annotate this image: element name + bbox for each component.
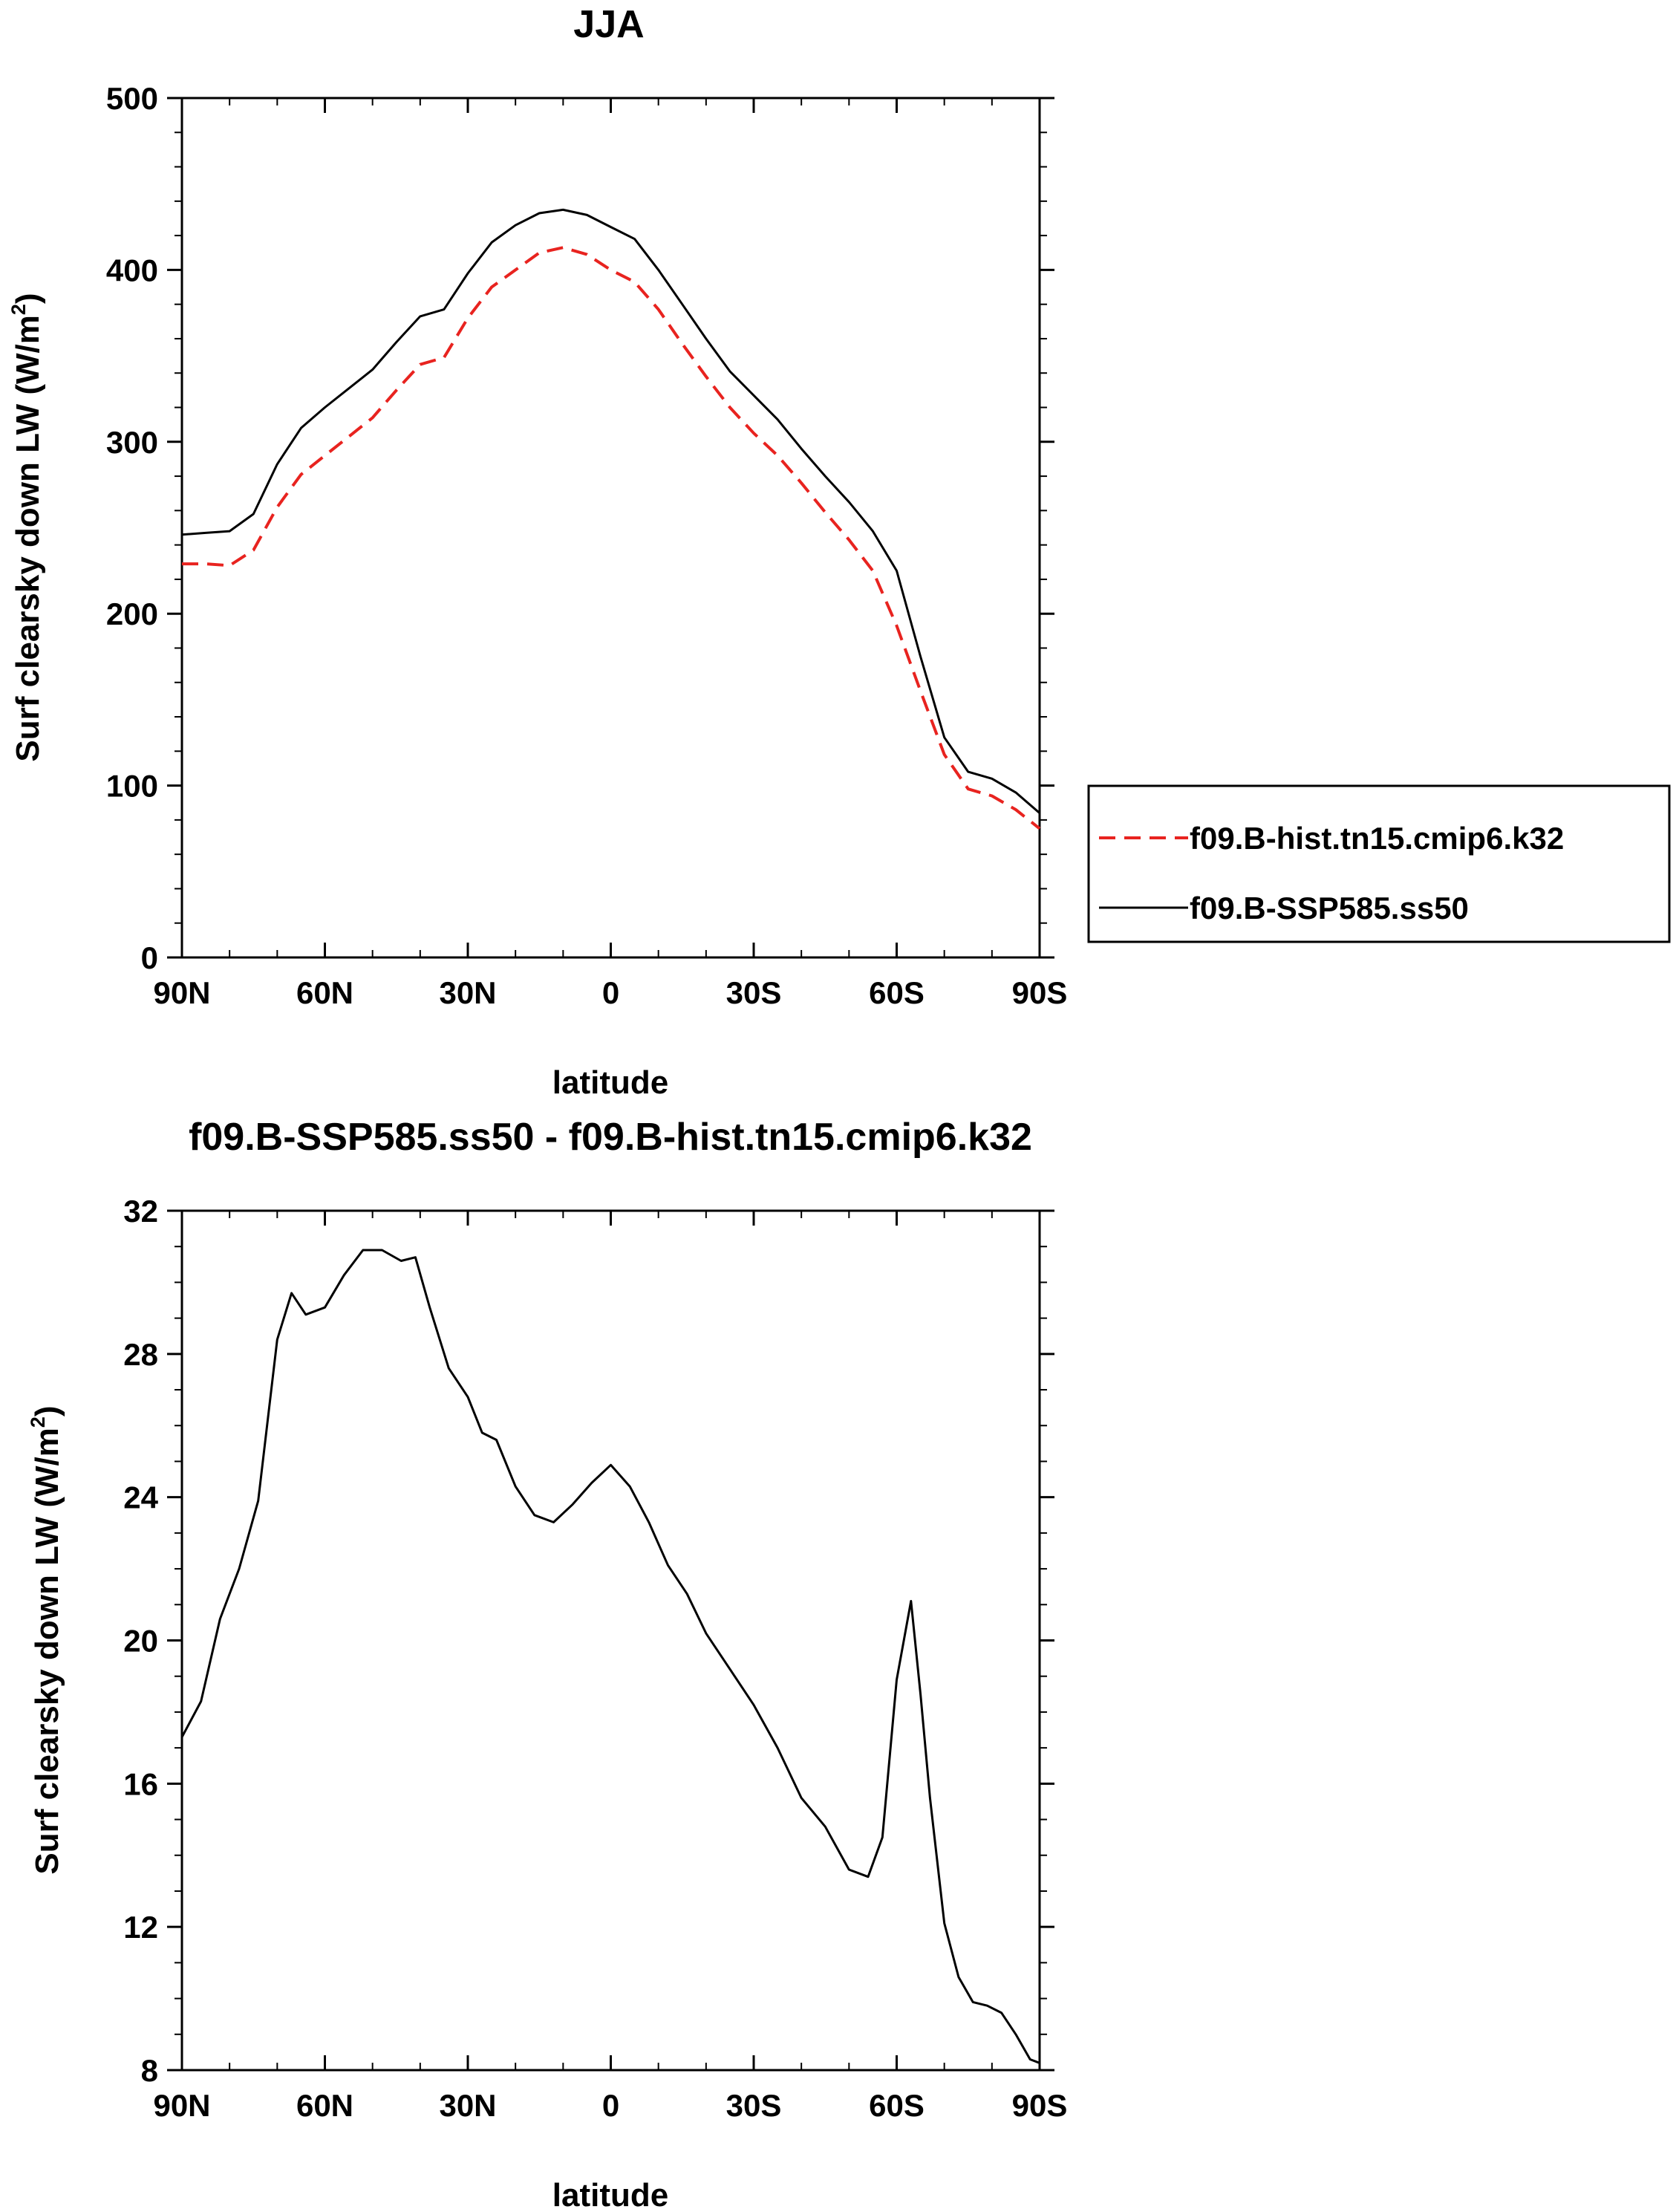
top-chart-title: JJA <box>573 3 644 46</box>
top-y-axis-label-end: ) <box>10 293 46 304</box>
x-tick-label: 60S <box>869 975 925 1010</box>
legend: f09.B-hist.tn15.cmip6.k32 f09.B-SSP585.s… <box>1087 784 1671 943</box>
x-tick-label: 30S <box>726 975 782 1010</box>
bot-series-line-0 <box>180 1249 1040 2064</box>
y-tick-label: 16 <box>123 1766 158 1801</box>
x-tick-label: 90N <box>153 2088 210 2123</box>
y-tick-label: 500 <box>106 81 158 116</box>
x-tick-label: 0 <box>602 2088 619 2123</box>
y-tick-label: 24 <box>123 1480 158 1515</box>
bottom-tick-labels: 90N 60N 30N 0 30S 60S 90S 8 12 16 20 24 28 32 <box>123 1194 1067 2123</box>
x-tick-label: 60S <box>869 2088 925 2123</box>
top-y-axis-label: Surf clearsky down LW (W/m2) <box>7 293 46 761</box>
bottom-plot-frame <box>180 1209 1041 2072</box>
bottom-y-axis-label-main: Surf clearsky down LW (W/m <box>29 1428 65 1874</box>
y-tick-label: 28 <box>123 1337 158 1372</box>
x-tick-label: 30S <box>726 2088 782 2123</box>
bottom-ticks <box>167 1209 1054 2072</box>
legend-box <box>1087 784 1671 943</box>
bottom-chart-title: f09.B-SSP585.ss50 - f09.B-hist.tn15.cmip… <box>189 1116 1032 1159</box>
top-ticks <box>167 97 1054 959</box>
top-series-line-1 <box>181 208 1040 814</box>
y-tick-label: 200 <box>106 596 158 631</box>
top-panel: JJA 90N 60N 30N 0 30S 60S 90S0100200300400500 … <box>7 3 1671 1101</box>
y-tick-label: 100 <box>106 769 158 804</box>
x-tick-label: 30N <box>439 2088 496 2123</box>
bottom-series-lines <box>180 1249 1040 2064</box>
top-y-axis-label-sup: 2 <box>7 304 30 315</box>
y-tick-label: 400 <box>106 253 158 287</box>
legend-label-ssp: f09.B-SSP585.ss50 <box>1190 891 1469 926</box>
x-tick-label: 60N <box>296 975 353 1010</box>
bottom-y-axis-label: Surf clearsky down LW (W/m2) <box>27 1405 65 1874</box>
x-tick-label: 60N <box>296 2088 353 2123</box>
bottom-y-axis-label-sup: 2 <box>27 1416 49 1428</box>
y-tick-label: 12 <box>123 1910 158 1945</box>
y-tick-label: 0 <box>141 940 158 975</box>
top-y-axis-label-main: Surf clearsky down LW (W/m <box>10 315 46 761</box>
x-tick-label: 90S <box>1012 975 1068 1010</box>
bottom-y-axis-label-end: ) <box>29 1405 65 1416</box>
top-x-axis-label: latitude <box>552 1064 668 1101</box>
x-tick-label: 0 <box>602 975 619 1010</box>
x-tick-label: 90S <box>1012 2088 1068 2123</box>
top-series-line-0 <box>182 246 1041 830</box>
top-tick-labels: 90N 60N 30N 0 30S 60S 90S 0 100 200 300 400 500 <box>106 81 1067 1010</box>
bottom-x-axis-label: latitude <box>552 2177 668 2212</box>
bottom-panel: f09.B-SSP585.ss50 - f09.B-hist.tn15.cmip… <box>27 1116 1067 2212</box>
y-tick-label: 8 <box>141 2053 158 2088</box>
y-tick-label: 32 <box>123 1194 158 1229</box>
x-tick-label: 90N <box>153 975 210 1010</box>
y-tick-label: 20 <box>123 1624 158 1659</box>
top-series-lines <box>181 208 1041 830</box>
y-tick-label: 300 <box>106 425 158 460</box>
x-tick-label: 30N <box>439 975 496 1010</box>
legend-label-hist: f09.B-hist.tn15.cmip6.k32 <box>1190 821 1564 856</box>
